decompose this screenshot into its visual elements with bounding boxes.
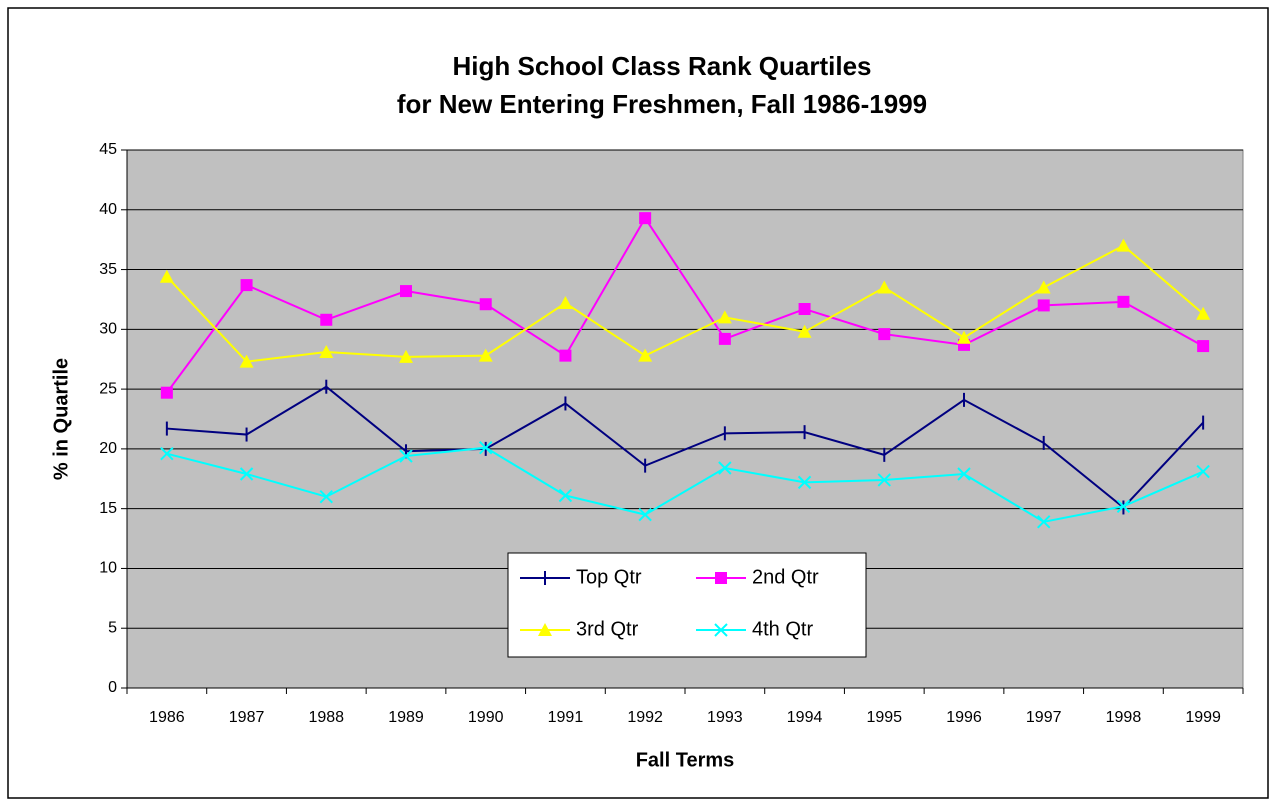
marker bbox=[638, 507, 652, 522]
x-tick-label: 1998 bbox=[1106, 709, 1142, 726]
y-tick-label: 25 bbox=[99, 380, 117, 397]
x-tick-label: 1986 bbox=[149, 709, 185, 726]
x-tick-label: 1987 bbox=[229, 709, 265, 726]
y-tick-label: 35 bbox=[99, 261, 117, 278]
legend-label: 3rd Qtr bbox=[576, 618, 639, 640]
marker bbox=[714, 623, 728, 637]
marker bbox=[558, 296, 573, 310]
marker bbox=[160, 386, 173, 399]
marker bbox=[159, 269, 174, 283]
x-tick-label: 1989 bbox=[388, 709, 424, 726]
marker bbox=[1116, 238, 1131, 252]
marker bbox=[1117, 295, 1130, 308]
marker bbox=[1037, 299, 1050, 312]
marker bbox=[1196, 464, 1210, 479]
marker bbox=[1197, 340, 1210, 353]
marker bbox=[1196, 306, 1211, 320]
x-tick-label: 1996 bbox=[946, 709, 982, 726]
marker bbox=[957, 467, 971, 481]
marker bbox=[1037, 515, 1051, 529]
marker bbox=[718, 332, 731, 345]
series-line bbox=[166, 244, 1204, 363]
x-tick-label: 1991 bbox=[548, 709, 584, 726]
marker bbox=[400, 285, 412, 298]
marker bbox=[319, 345, 334, 359]
marker bbox=[558, 488, 573, 503]
chart-subtitle: for New Entering Freshmen, Fall 1986-199… bbox=[397, 89, 927, 119]
x-tick-label: 1997 bbox=[1026, 709, 1062, 726]
marker bbox=[877, 473, 891, 487]
marker bbox=[320, 313, 333, 326]
marker bbox=[399, 449, 413, 463]
marker bbox=[319, 490, 333, 504]
series-line bbox=[166, 385, 1204, 509]
marker bbox=[877, 280, 892, 294]
marker bbox=[717, 310, 732, 324]
y-tick-label: 45 bbox=[99, 141, 117, 158]
y-tick-label: 40 bbox=[99, 201, 117, 218]
x-tick-label: 1992 bbox=[627, 709, 663, 726]
legend-label: 2nd Qtr bbox=[752, 566, 819, 588]
marker bbox=[718, 461, 732, 475]
y-axis-title: % in Quartile bbox=[50, 358, 72, 480]
x-tick-label: 1988 bbox=[308, 709, 344, 726]
marker bbox=[639, 212, 652, 225]
marker bbox=[240, 279, 253, 292]
x-axis-title: Fall Terms bbox=[636, 749, 735, 771]
marker bbox=[479, 298, 492, 311]
marker bbox=[715, 572, 727, 584]
x-tick-label: 1995 bbox=[866, 709, 902, 726]
marker bbox=[479, 440, 493, 455]
x-tick-label: 1993 bbox=[707, 709, 743, 726]
marker bbox=[957, 330, 971, 344]
marker bbox=[239, 354, 254, 368]
marker bbox=[478, 348, 493, 362]
marker bbox=[559, 349, 572, 362]
legend bbox=[507, 552, 867, 658]
series-line bbox=[166, 446, 1204, 523]
marker bbox=[538, 623, 552, 636]
marker bbox=[797, 324, 812, 338]
marker bbox=[239, 467, 254, 481]
marker bbox=[878, 328, 891, 341]
legend-label: Top Qtr bbox=[576, 566, 642, 588]
y-tick-label: 30 bbox=[99, 321, 117, 338]
x-tick-label: 1994 bbox=[787, 709, 823, 726]
y-tick-label: 10 bbox=[99, 560, 117, 577]
y-tick-label: 20 bbox=[99, 440, 117, 457]
y-tick-label: 5 bbox=[108, 619, 117, 636]
marker bbox=[798, 303, 811, 316]
y-tick-label: 15 bbox=[99, 500, 117, 517]
x-tick-label: 1990 bbox=[468, 709, 504, 726]
marker bbox=[1116, 499, 1131, 513]
marker bbox=[638, 348, 653, 362]
legend-label: 4th Qtr bbox=[752, 618, 813, 640]
x-tick-label: 1999 bbox=[1185, 709, 1221, 726]
marker bbox=[399, 349, 413, 363]
marker bbox=[160, 446, 174, 461]
chart-title: High School Class Rank Quartiles bbox=[453, 51, 872, 81]
marker bbox=[797, 475, 812, 490]
marker bbox=[1036, 280, 1051, 294]
series-line bbox=[166, 216, 1204, 394]
y-tick-label: 0 bbox=[108, 679, 117, 696]
